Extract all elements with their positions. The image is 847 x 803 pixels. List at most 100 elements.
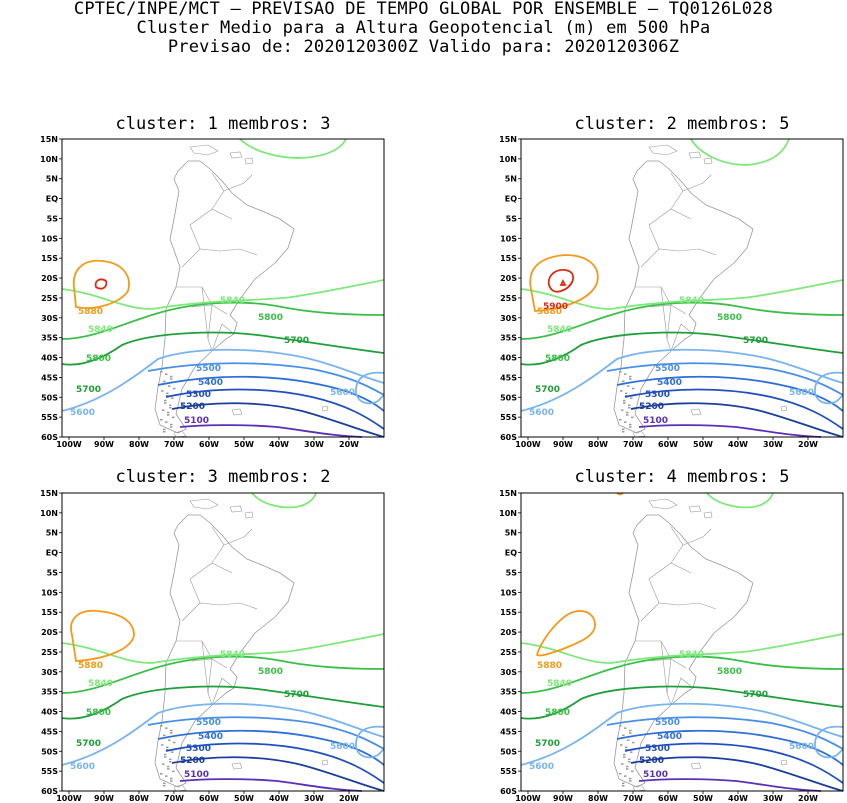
panel-title: cluster: 1 membros: 3 [115, 114, 331, 134]
contour-labels: 5100 5200 5300 5400 5500 5600 5600 5700 5700 5800… [70, 650, 355, 780]
terrain-mark [629, 423, 632, 426]
contour-5600loop [814, 371, 844, 405]
contour-5600 [520, 702, 844, 766]
contour-5600 [520, 348, 844, 412]
contour-5200 [171, 756, 385, 792]
lon-label: 20W [339, 440, 359, 449]
contour-5900inner [559, 278, 567, 286]
terrain-mark [166, 395, 169, 397]
contour-5200 [630, 402, 844, 438]
patagonia-terrain [619, 371, 635, 433]
island-outline [173, 430, 187, 438]
country-border [181, 248, 258, 268]
terrain-mark [171, 397, 174, 399]
terrain-mark [172, 416, 175, 419]
contour-5840top [239, 138, 347, 159]
lon-label: 70W [164, 794, 184, 803]
map-panel-2: 5100 5200 5300 5400 5500 5600 5600 5700 5700 5800… [499, 135, 844, 449]
terrain-mark [170, 423, 173, 426]
terrain-mark [630, 397, 633, 399]
terrain-mark [623, 753, 626, 756]
contour-5500 [147, 362, 385, 396]
contour-label-5840b: 5840 [220, 650, 245, 660]
lat-label: 25S [41, 648, 58, 657]
contour-label-5600b: 5600 [789, 742, 814, 752]
lat-label: 45S [41, 373, 58, 382]
contour-5300 [165, 742, 385, 784]
contour-label-5400: 5400 [657, 732, 682, 742]
contour-label-5300: 5300 [186, 744, 211, 754]
lat-label: 5S [47, 568, 59, 577]
lon-label: 100W [515, 794, 541, 803]
lon-label: 80W [129, 794, 149, 803]
terrain-mark [622, 380, 625, 383]
terrain-mark [166, 746, 169, 749]
contour-label-5600a: 5600 [529, 408, 554, 418]
lat-label: 50S [500, 393, 517, 402]
contour-label-5200: 5200 [180, 402, 205, 412]
contour-label-5500: 5500 [655, 718, 680, 728]
lon-label: 30W [304, 440, 324, 449]
terrain-mark [624, 727, 627, 729]
lon-label: 40W [728, 440, 748, 449]
lat-label: 10N [40, 509, 58, 518]
terrain-mark [165, 727, 168, 729]
contour-label-5800a: 5800 [86, 708, 111, 718]
lat-label: 40S [500, 708, 517, 717]
lat-label: 10S [41, 588, 58, 597]
terrain-mark [163, 428, 166, 431]
country-border [189, 208, 233, 250]
contour-5100 [179, 424, 363, 438]
terrain-mark [170, 729, 173, 732]
contour-5840top [706, 492, 774, 509]
island-outline [688, 505, 702, 513]
contour-lines [520, 138, 844, 438]
lat-label: 10S [41, 234, 58, 243]
contour-5840 [520, 633, 844, 664]
lon-label: 50W [234, 440, 254, 449]
terrain-mark [621, 409, 624, 411]
contour-5600loop [814, 725, 844, 759]
terrain-mark [168, 385, 171, 387]
contour-label-5700b: 5700 [284, 690, 309, 700]
country-border [670, 677, 694, 706]
terrain-mark [165, 373, 168, 375]
terrain-mark [170, 426, 173, 428]
island-outline [632, 784, 646, 792]
lat-label: 45S [41, 727, 58, 736]
terrain-mark [630, 751, 633, 753]
lon-label: 20W [798, 794, 818, 803]
lat-label: 5N [505, 529, 517, 538]
island-outline [231, 762, 243, 770]
terrain-mark [622, 785, 625, 787]
lat-label: EQ [46, 195, 58, 204]
terrain-mark [170, 375, 173, 378]
lon-label: 30W [763, 794, 783, 803]
country-border [670, 172, 684, 210]
lon-label: 50W [693, 794, 713, 803]
terrain-mark [619, 773, 622, 775]
terrain-mark [163, 380, 166, 383]
contour-5300 [624, 742, 844, 784]
terrain-mark [169, 404, 172, 407]
axis-ticks: 15N 10N 5N EQ 5S 10S 15S 20S 25S 30S 35S 40S 45S 50S 5… [499, 489, 818, 803]
lat-label: 10N [499, 155, 517, 164]
terrain-mark [628, 758, 631, 761]
island-outline [780, 405, 788, 412]
lon-label: 60W [199, 794, 219, 803]
country-border [201, 286, 209, 340]
lon-label: 70W [623, 794, 643, 803]
terrain-mark [625, 392, 628, 395]
country-border [223, 528, 253, 546]
contour-5840top [251, 492, 317, 509]
lat-label: 55S [41, 413, 58, 422]
country-border [211, 172, 225, 210]
island-outline [189, 144, 219, 156]
terrain-mark [629, 780, 632, 782]
contour-label-5600a: 5600 [70, 762, 95, 772]
contour-label-5100: 5100 [643, 416, 668, 426]
lat-label: 60S [500, 433, 517, 442]
contour-label-5880: 5880 [78, 661, 103, 671]
map-panel-4: 5100 5200 5300 5400 5500 5600 5600 5700 5700 5800… [499, 489, 844, 803]
lon-label: 60W [658, 440, 678, 449]
